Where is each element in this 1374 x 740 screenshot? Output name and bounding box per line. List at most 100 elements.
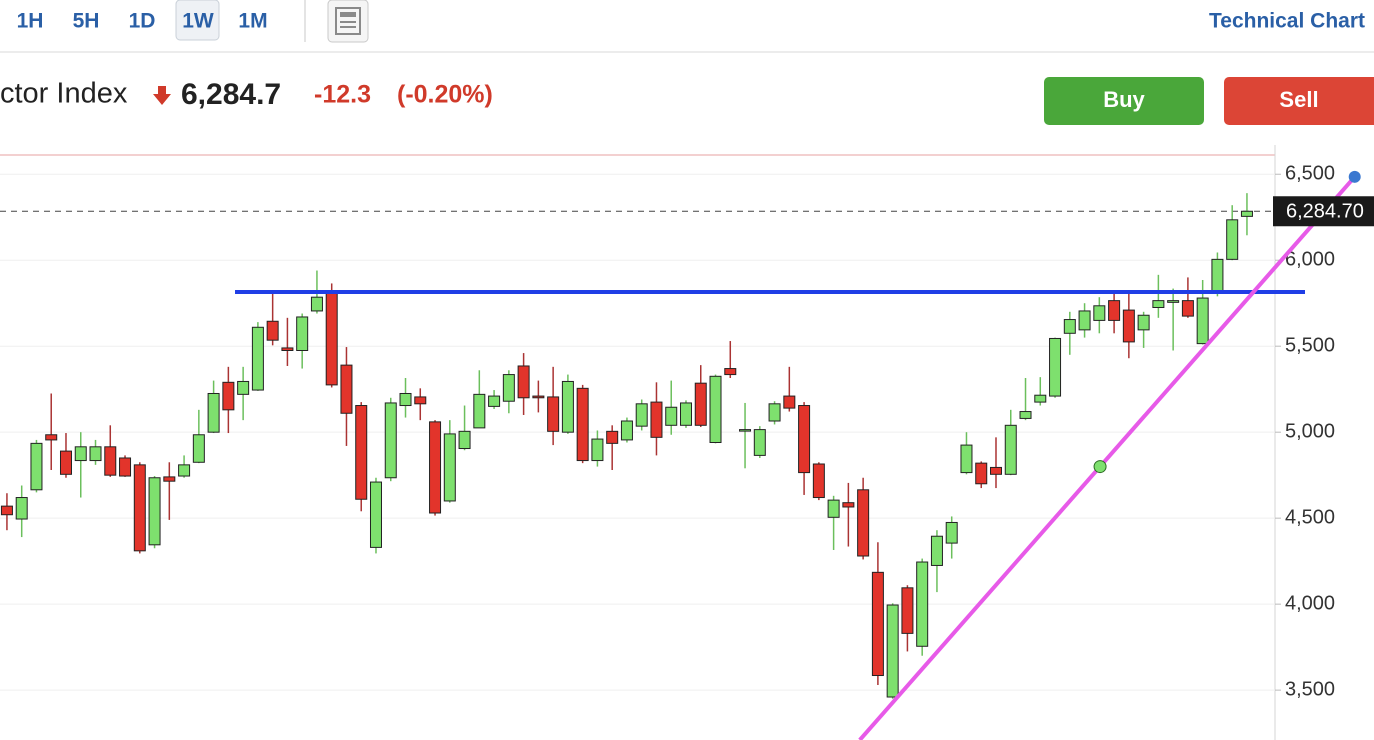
tabs: 1H 5H 1D 1W 1M: [17, 10, 268, 33]
candle-body: [340, 364, 353, 414]
candle-body: [74, 446, 87, 462]
candle-body: [857, 489, 870, 557]
sell-label: Sell: [1279, 87, 1318, 112]
candle-body: [709, 375, 722, 444]
tab[interactable]: 1D: [129, 10, 156, 33]
candle-body: [768, 403, 781, 422]
candle-body: [399, 392, 412, 407]
candle-body: [502, 374, 515, 402]
candle-body: [916, 561, 929, 647]
candle-body: [576, 387, 589, 462]
candle-body: [1049, 337, 1062, 397]
buy-button[interactable]: Buy: [1044, 77, 1204, 125]
candle-body: [222, 381, 235, 411]
candle-body: [547, 396, 560, 432]
down-arrow: [153, 86, 171, 105]
candle-body: [1181, 300, 1194, 317]
candle-body: [1196, 297, 1209, 345]
candle-body: [310, 296, 323, 312]
candle-body: [1078, 310, 1091, 331]
candle-body: [842, 502, 855, 508]
candle-body: [606, 430, 619, 444]
candle-body: [945, 521, 958, 544]
candle-body: [739, 429, 752, 432]
candle-body: [119, 457, 132, 477]
candle-body: [192, 434, 205, 463]
candle-body: [989, 466, 1002, 475]
candle-body: [355, 405, 368, 500]
candle-body: [163, 476, 176, 482]
trend-line: [858, 175, 1357, 740]
last-price-box: [1273, 196, 1374, 227]
candle-body: [296, 316, 309, 351]
candle-body: [960, 444, 973, 474]
tab[interactable]: 1M: [238, 10, 267, 33]
candle-body: [635, 403, 648, 427]
candle-body: [1004, 424, 1017, 475]
candle-body: [325, 291, 338, 386]
news-icon[interactable]: [327, 0, 369, 43]
trend-handle: [1348, 170, 1361, 183]
candle-body: [665, 406, 678, 426]
candle-body: [783, 395, 796, 409]
last-price-label: 6,284.70: [1286, 201, 1364, 223]
candle-body: [1093, 305, 1106, 321]
candle-body: [871, 571, 884, 677]
candle-body: [251, 326, 264, 391]
buy-label: Buy: [1103, 87, 1145, 112]
candle-body: [237, 380, 250, 395]
candle-body: [1122, 309, 1135, 343]
tab[interactable]: 5H: [73, 10, 100, 33]
candle-body: [1063, 319, 1076, 334]
candle-body: [975, 462, 988, 485]
candle-body: [650, 401, 663, 438]
trend-handle: [1093, 460, 1107, 474]
candle-body: [679, 402, 692, 426]
candle-body: [827, 499, 840, 518]
plot: 3,500 4,000 4,500 5,000 5,500 6,000 6,500 6,284…: [0, 163, 1374, 740]
price: 6,284.7: [181, 78, 281, 111]
candle-body: [414, 396, 427, 405]
candle-body: [886, 604, 899, 698]
candle-body: [620, 420, 633, 441]
candle-body: [930, 535, 943, 566]
candle-body: [517, 365, 530, 399]
tab[interactable]: 1H: [17, 10, 44, 33]
candle-body: [1211, 258, 1224, 294]
candle-body: [1137, 314, 1150, 331]
sell-button[interactable]: Sell: [1224, 77, 1374, 125]
candle-body: [178, 464, 191, 477]
technical-chart-link[interactable]: Technical Chart: [1209, 10, 1365, 33]
tab[interactable]: 1W: [182, 10, 214, 33]
y-tick-label: 6,000: [1285, 248, 1335, 270]
candle-body: [443, 433, 456, 502]
active-tab-bg: [175, 0, 220, 41]
y-tick-label: 5,000: [1285, 420, 1335, 442]
candle-body: [1226, 219, 1239, 260]
index-name: ctor Index: [0, 78, 128, 110]
candle-body: [0, 505, 13, 516]
candle-body: [1152, 300, 1165, 309]
candle-body: [1108, 300, 1121, 321]
y-tick-label: 6,500: [1285, 163, 1335, 185]
candle-body: [473, 393, 486, 429]
candle-body: [281, 347, 294, 351]
candle-body: [901, 587, 914, 634]
candle-body: [429, 421, 442, 514]
candle-body: [561, 380, 574, 433]
candle-body: [724, 368, 737, 376]
candle-body: [458, 430, 471, 450]
candle-body: [59, 450, 72, 475]
y-tick-label: 5,500: [1285, 334, 1335, 356]
candle-body: [1167, 300, 1180, 303]
candle-body: [89, 446, 102, 462]
candle-body: [104, 446, 117, 476]
y-tick-label: 3,500: [1285, 678, 1335, 700]
candle-body: [15, 497, 28, 520]
y-tick-label: 4,500: [1285, 506, 1335, 528]
candle-body: [384, 402, 397, 479]
candle-body: [30, 442, 43, 491]
change-pct: (-0.20%): [397, 81, 493, 109]
